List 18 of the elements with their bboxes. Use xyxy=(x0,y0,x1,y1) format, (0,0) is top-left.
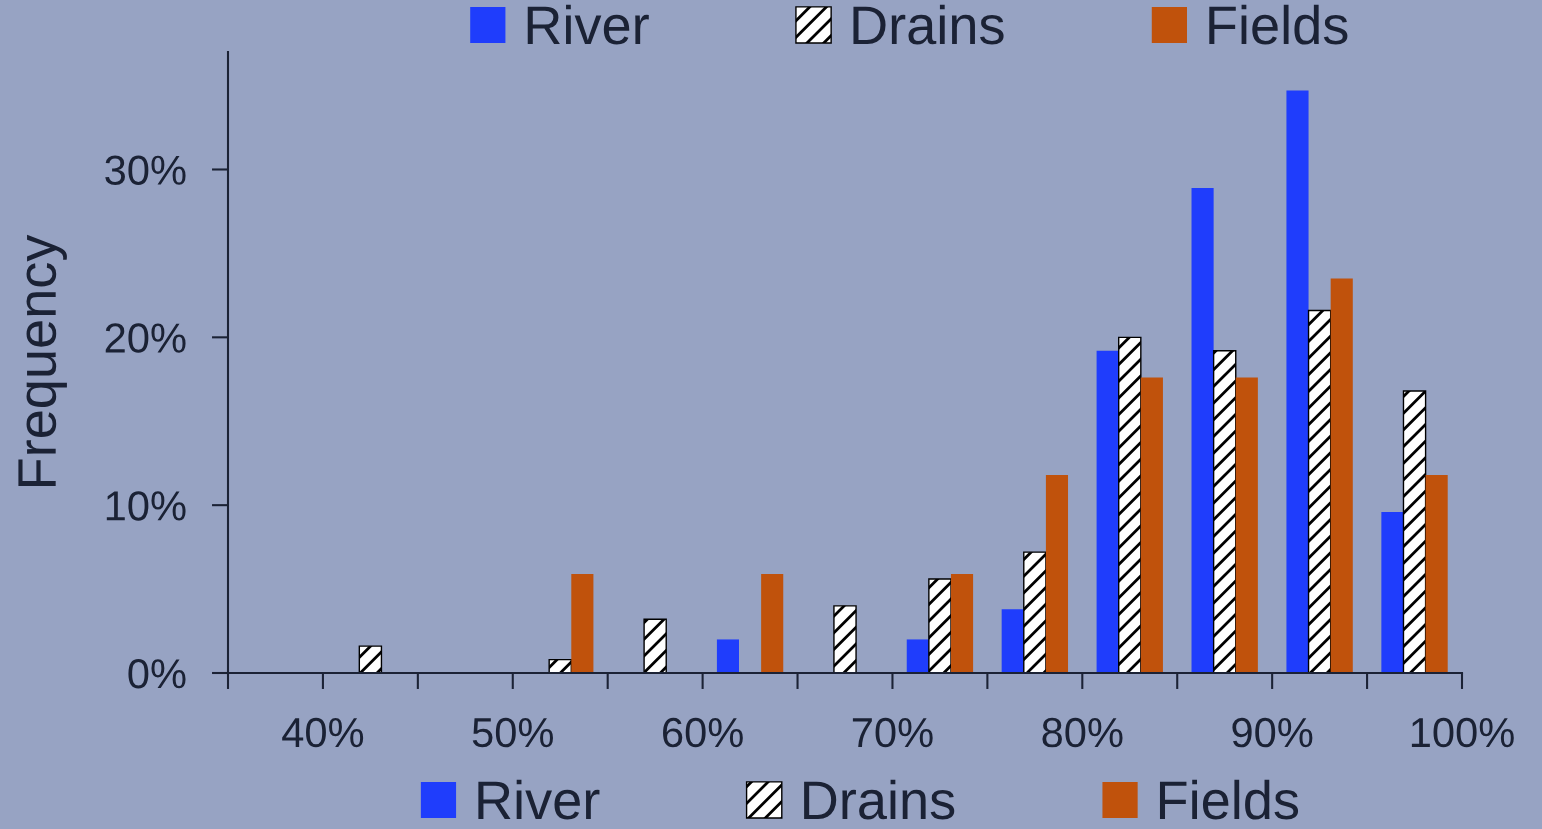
y-axis-title: Frequency xyxy=(18,234,67,486)
x-tick-label: 90% xyxy=(1232,717,1313,748)
x-tick-label: 100% xyxy=(1411,717,1514,748)
legend-label: Drains xyxy=(804,779,955,820)
y-tick-label: 0% xyxy=(128,659,186,689)
text: Fields xyxy=(1209,4,1348,45)
x-tick-label: 80% xyxy=(1042,717,1123,748)
y-tick-label: 10% xyxy=(106,491,186,521)
x-tick-label: 70% xyxy=(852,717,933,748)
y-tick-label: 30% xyxy=(105,155,186,185)
text: River xyxy=(478,779,600,820)
y-tick-label: 20% xyxy=(105,323,186,353)
legend-label: Fields xyxy=(1159,779,1299,820)
legend-label: River xyxy=(527,4,649,45)
x-tick-label: 40% xyxy=(282,717,364,748)
x-tick-label: 60% xyxy=(663,717,743,748)
text: Drains xyxy=(853,4,1004,45)
x-tick-label: 50% xyxy=(472,717,553,748)
